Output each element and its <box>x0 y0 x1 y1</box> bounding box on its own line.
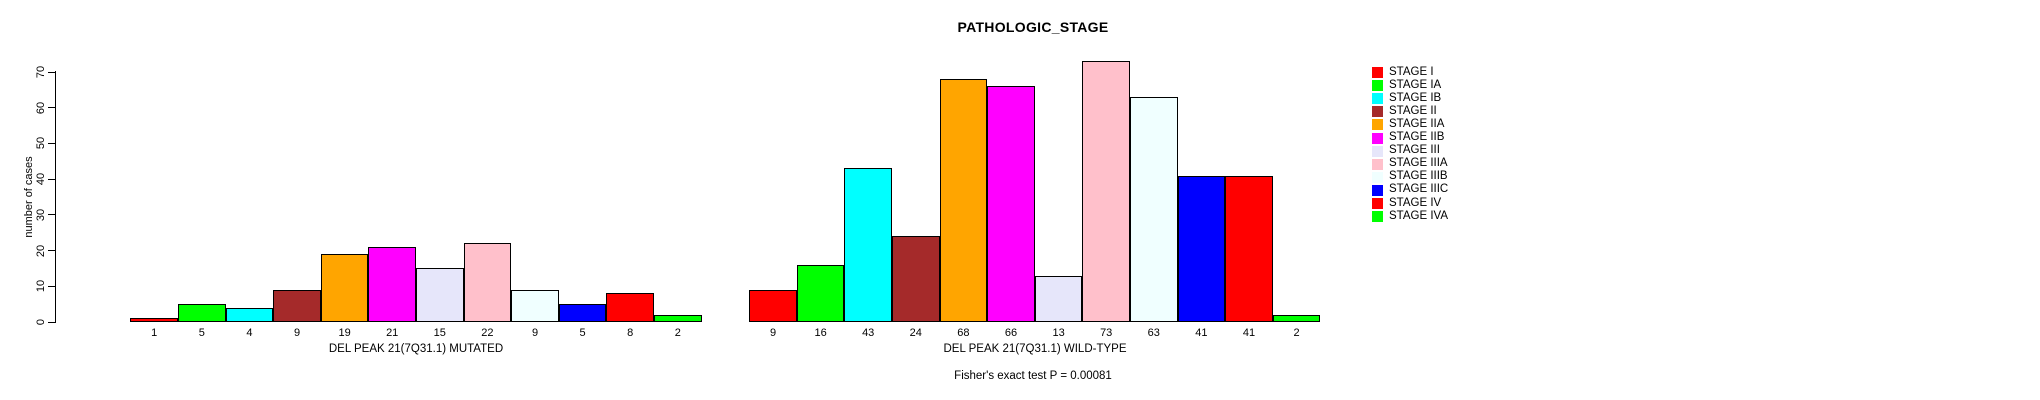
bar-value-label: 41 <box>1242 327 1256 339</box>
y-tick-label: 20 <box>35 244 47 257</box>
legend-label: STAGE IIIC <box>1389 183 1449 196</box>
group-label-mutated: DEL PEAK 21(7Q31.1) MUTATED <box>328 343 504 355</box>
legend-swatch-stage-ib <box>1372 93 1383 105</box>
bar-value-label: 9 <box>293 327 301 339</box>
legend-swatch-stage-iiia <box>1372 158 1383 170</box>
legend-swatch-stage-iii <box>1372 145 1383 157</box>
y-axis-title: number of cases <box>23 156 35 238</box>
bar-stage-iiia <box>463 243 512 322</box>
bar-value-label: 9 <box>769 327 777 339</box>
bar-value-label: 1 <box>151 327 158 339</box>
bar-value-label: 9 <box>531 327 539 339</box>
bar-value-label: 68 <box>957 327 970 339</box>
bar-stage-iia <box>939 79 988 322</box>
bar-value-label: 2 <box>674 327 681 339</box>
fisher-test-annotation: Fisher's exact test P = 0.00081 <box>954 370 1112 382</box>
y-tick-label: 30 <box>35 208 47 221</box>
legend-swatch-stage-iv <box>1372 198 1383 209</box>
group-label-wild-type: DEL PEAK 21(7Q31.1) WILD-TYPE <box>943 343 1127 355</box>
legend-swatch-stage-ia <box>1372 80 1383 92</box>
legend-label: STAGE I <box>1389 65 1434 78</box>
bar-stage-iva <box>654 314 702 322</box>
legend-label: STAGE IIB <box>1389 131 1445 143</box>
legend-swatch-stage-iia <box>1372 119 1383 131</box>
y-tick-label: 50 <box>35 137 47 150</box>
y-tick-label: 60 <box>35 101 47 114</box>
bar-value-label: 22 <box>481 327 494 339</box>
bar-value-label: 16 <box>814 327 827 339</box>
bar-stage-i <box>130 318 178 322</box>
bar-value-label: 15 <box>433 327 446 339</box>
y-tick <box>48 285 56 287</box>
bar-value-label: 66 <box>1004 327 1018 339</box>
bar-stage-iv <box>1225 175 1273 322</box>
y-tick-label: 40 <box>35 173 47 186</box>
bar-stage-ia <box>796 264 845 322</box>
y-tick-label: 0 <box>35 318 47 326</box>
bar-stage-iv <box>606 293 654 322</box>
y-tick <box>48 142 56 144</box>
legend-swatch-stage-iva <box>1372 211 1383 223</box>
legend-label: STAGE IIIA <box>1389 157 1448 170</box>
bar-stage-ib <box>225 307 274 322</box>
y-tick <box>48 321 56 323</box>
bar-stage-iii <box>416 268 464 322</box>
bar-value-label: 19 <box>338 327 351 339</box>
bar-value-label: 13 <box>1052 327 1065 339</box>
bar-stage-iiia <box>1082 61 1130 322</box>
bar-stage-ii <box>892 236 940 322</box>
bar-value-label: 24 <box>909 327 922 339</box>
legend-swatch-stage-i <box>1372 67 1383 78</box>
bar-value-label: 5 <box>579 327 586 339</box>
legend-label: STAGE IB <box>1389 91 1442 104</box>
bar-stage-iiic <box>558 304 607 322</box>
chart-title: PATHOLOGIC_STAGE <box>957 19 1109 35</box>
y-axis-line <box>55 71 56 322</box>
y-tick <box>48 250 56 252</box>
y-tick <box>48 214 56 216</box>
y-tick-label: 10 <box>35 280 47 293</box>
bar-value-label: 2 <box>1293 327 1300 339</box>
y-tick <box>48 178 56 180</box>
legend-swatch-stage-ii <box>1372 106 1383 118</box>
legend-swatch-stage-iiib <box>1372 171 1383 183</box>
bar-stage-iva <box>1272 314 1321 322</box>
bar-value-label: 73 <box>1100 327 1113 339</box>
legend-label: STAGE II <box>1389 104 1437 117</box>
bar-stage-iiib <box>1130 97 1178 322</box>
legend-swatch-stage-iib <box>1372 132 1383 144</box>
legend-swatch-stage-iiic <box>1372 184 1383 196</box>
bar-value-label: 43 <box>862 327 875 339</box>
legend-label: STAGE IVA <box>1389 209 1449 222</box>
bar-value-label: 4 <box>246 327 253 339</box>
bar-value-label: 63 <box>1147 327 1160 339</box>
bar-stage-iib <box>368 247 416 322</box>
bar-value-label: 5 <box>198 327 205 339</box>
bar-stage-iii <box>1034 275 1083 322</box>
bar-stage-iib <box>987 86 1035 322</box>
bar-stage-iia <box>320 254 369 322</box>
legend-label: STAGE III <box>1389 144 1440 157</box>
bar-stage-iiic <box>1177 175 1226 322</box>
bar-stage-ib <box>844 168 892 322</box>
bar-stage-i <box>749 289 797 322</box>
legend-label: STAGE IV <box>1389 196 1442 209</box>
bar-stage-iiib <box>511 289 559 322</box>
bar-stage-ii <box>273 289 321 322</box>
y-tick <box>48 71 56 73</box>
y-tick-label: 70 <box>35 65 47 79</box>
bar-value-label: 21 <box>386 327 399 339</box>
bar-stage-ia <box>178 304 226 322</box>
bar-value-label: 41 <box>1195 327 1208 339</box>
bar-value-label: 8 <box>627 327 634 339</box>
legend-label: STAGE IA <box>1389 78 1442 91</box>
legend-label: STAGE IIA <box>1389 117 1445 130</box>
y-tick <box>48 107 56 109</box>
legend-label: STAGE IIIB <box>1389 170 1448 183</box>
